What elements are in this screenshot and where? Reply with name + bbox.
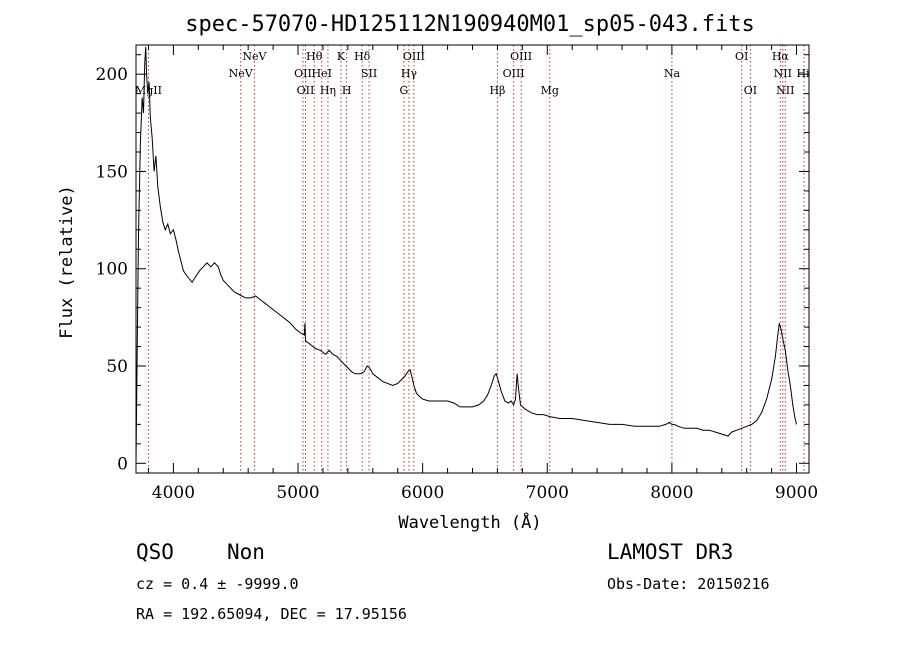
line-id-label: Na	[664, 67, 681, 80]
x-tick-label: 5000	[276, 483, 319, 503]
y-tick-label: 50	[106, 357, 128, 377]
object-subclass: Non	[227, 540, 265, 564]
line-id-label: K	[337, 50, 346, 63]
x-axis-label: Wavelength (Å)	[398, 511, 541, 533]
line-id-label: OIII	[503, 67, 525, 80]
line-id-label: NeV	[242, 50, 267, 63]
y-axis-label: Flux (relative)	[57, 185, 77, 339]
line-id-label: Hθ	[306, 50, 323, 63]
y-tick-label: 100	[96, 260, 128, 280]
x-tick-label: 6000	[401, 483, 444, 503]
line-id-label: Hδ	[354, 50, 371, 63]
line-id-label: Hi	[796, 67, 810, 80]
line-id-markers	[147, 45, 805, 473]
spectrum-line	[135, 46, 797, 464]
x-tick-label: 9000	[775, 483, 818, 503]
line-id-labels: MgIINeVNeVOIIOIIHθHeIHηKHHδSIIGHγOIIIHβO…	[135, 50, 810, 97]
redshift-cz: cz = 0.4 ± -9999.0	[136, 575, 299, 593]
line-id-label: SII	[361, 67, 377, 80]
y-tick-label: 200	[96, 65, 128, 85]
axis-ticks	[136, 45, 809, 473]
object-class: QSO	[136, 540, 174, 564]
y-tick-label: 0	[117, 454, 128, 474]
x-tick-label: 7000	[526, 483, 569, 503]
chart-title: spec-57070-HD125112N190940M01_sp05-043.f…	[185, 12, 755, 37]
line-id-label: OI	[744, 84, 757, 97]
line-id-label: Hα	[772, 50, 790, 63]
line-id-label: Hγ	[401, 67, 418, 80]
line-id-label: HeI	[311, 67, 331, 80]
line-id-label: OII	[297, 84, 315, 97]
line-id-label: Hβ	[489, 84, 505, 97]
line-id-label: OIII	[510, 50, 532, 63]
line-id-label: NII	[774, 67, 792, 80]
plot-frame	[135, 44, 810, 474]
line-id-label: H	[342, 84, 352, 97]
line-id-label: NeV	[229, 67, 254, 80]
x-tick-label: 4000	[152, 483, 195, 503]
line-id-label: OII	[294, 67, 312, 80]
observation-date: Obs-Date: 20150216	[607, 575, 770, 593]
line-id-label: NII	[776, 84, 794, 97]
y-tick-label: 150	[96, 162, 128, 182]
survey-name: LAMOST DR3	[607, 540, 733, 564]
line-id-label: OI	[735, 50, 748, 63]
line-id-label: G	[400, 84, 409, 97]
line-id-label: OIII	[403, 50, 425, 63]
line-id-label: Hη	[320, 84, 336, 97]
line-id-label: Mg	[541, 84, 559, 97]
axis-tick-labels: 4000 5000 6000 7000 8000 9000 0 50 100 150 200	[96, 65, 819, 503]
coordinates: RA = 192.65094, DEC = 17.95156	[136, 605, 407, 623]
x-tick-label: 8000	[650, 483, 693, 503]
